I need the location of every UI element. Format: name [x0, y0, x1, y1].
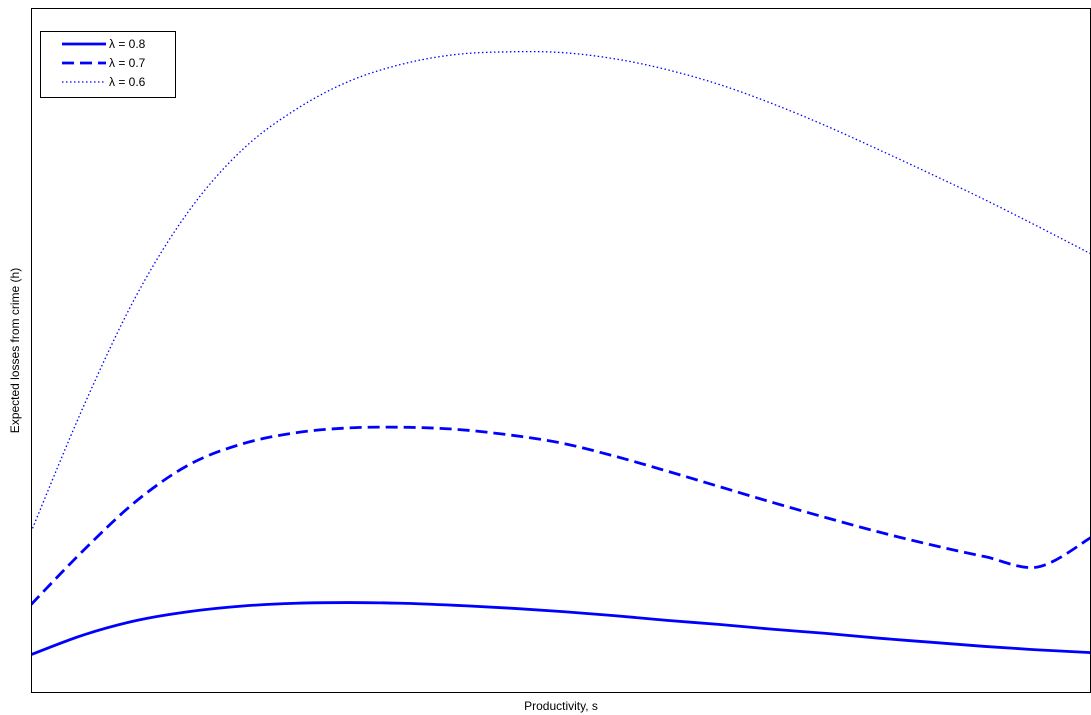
x-axis-label: Productivity, s	[524, 699, 598, 713]
legend-label-2: λ = 0.7	[109, 56, 146, 70]
series-line-2	[31, 425, 1091, 606]
legend-label-1: λ = 0.8	[109, 37, 146, 51]
legend: λ = 0.8 λ = 0.7 λ = 0.6	[40, 31, 176, 98]
y-axis-label: Expected losses from crime (h)	[8, 268, 22, 433]
legend-label-3: λ = 0.6	[109, 75, 146, 89]
plot-area	[31, 50, 1091, 656]
legend-frame	[40, 31, 176, 98]
series-line-1	[31, 601, 1091, 656]
